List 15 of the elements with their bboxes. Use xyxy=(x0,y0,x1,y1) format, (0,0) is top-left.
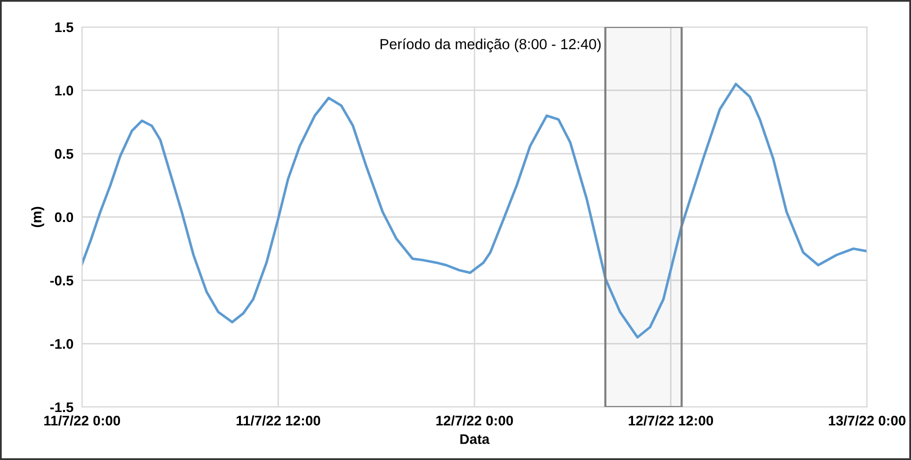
band-label: Período da medição (8:00 - 12:40) xyxy=(380,38,601,52)
y-tick-label: 0.0 xyxy=(54,212,74,222)
y-tick-label: -1.5 xyxy=(50,402,74,412)
y-tick-label: 1.5 xyxy=(55,22,74,32)
x-tick-label: 12/7/22 12:00 xyxy=(628,415,714,426)
x-tick-label: 11/7/22 0:00 xyxy=(44,415,120,426)
x-tick-label: 11/7/22 12:00 xyxy=(236,415,320,426)
y-tick-label: 1.0 xyxy=(55,86,74,96)
y-tick-label: -0.5 xyxy=(50,276,74,286)
y-tick-label: 0.5 xyxy=(54,149,74,159)
y-tick-label: -1.0 xyxy=(50,339,74,349)
y-axis-title: (m) xyxy=(31,206,44,228)
x-tick-label: 13/7/22 0:00 xyxy=(828,415,906,426)
x-axis-title: Data xyxy=(460,434,490,444)
x-tick-label: 12/7/22 0:00 xyxy=(436,415,513,426)
